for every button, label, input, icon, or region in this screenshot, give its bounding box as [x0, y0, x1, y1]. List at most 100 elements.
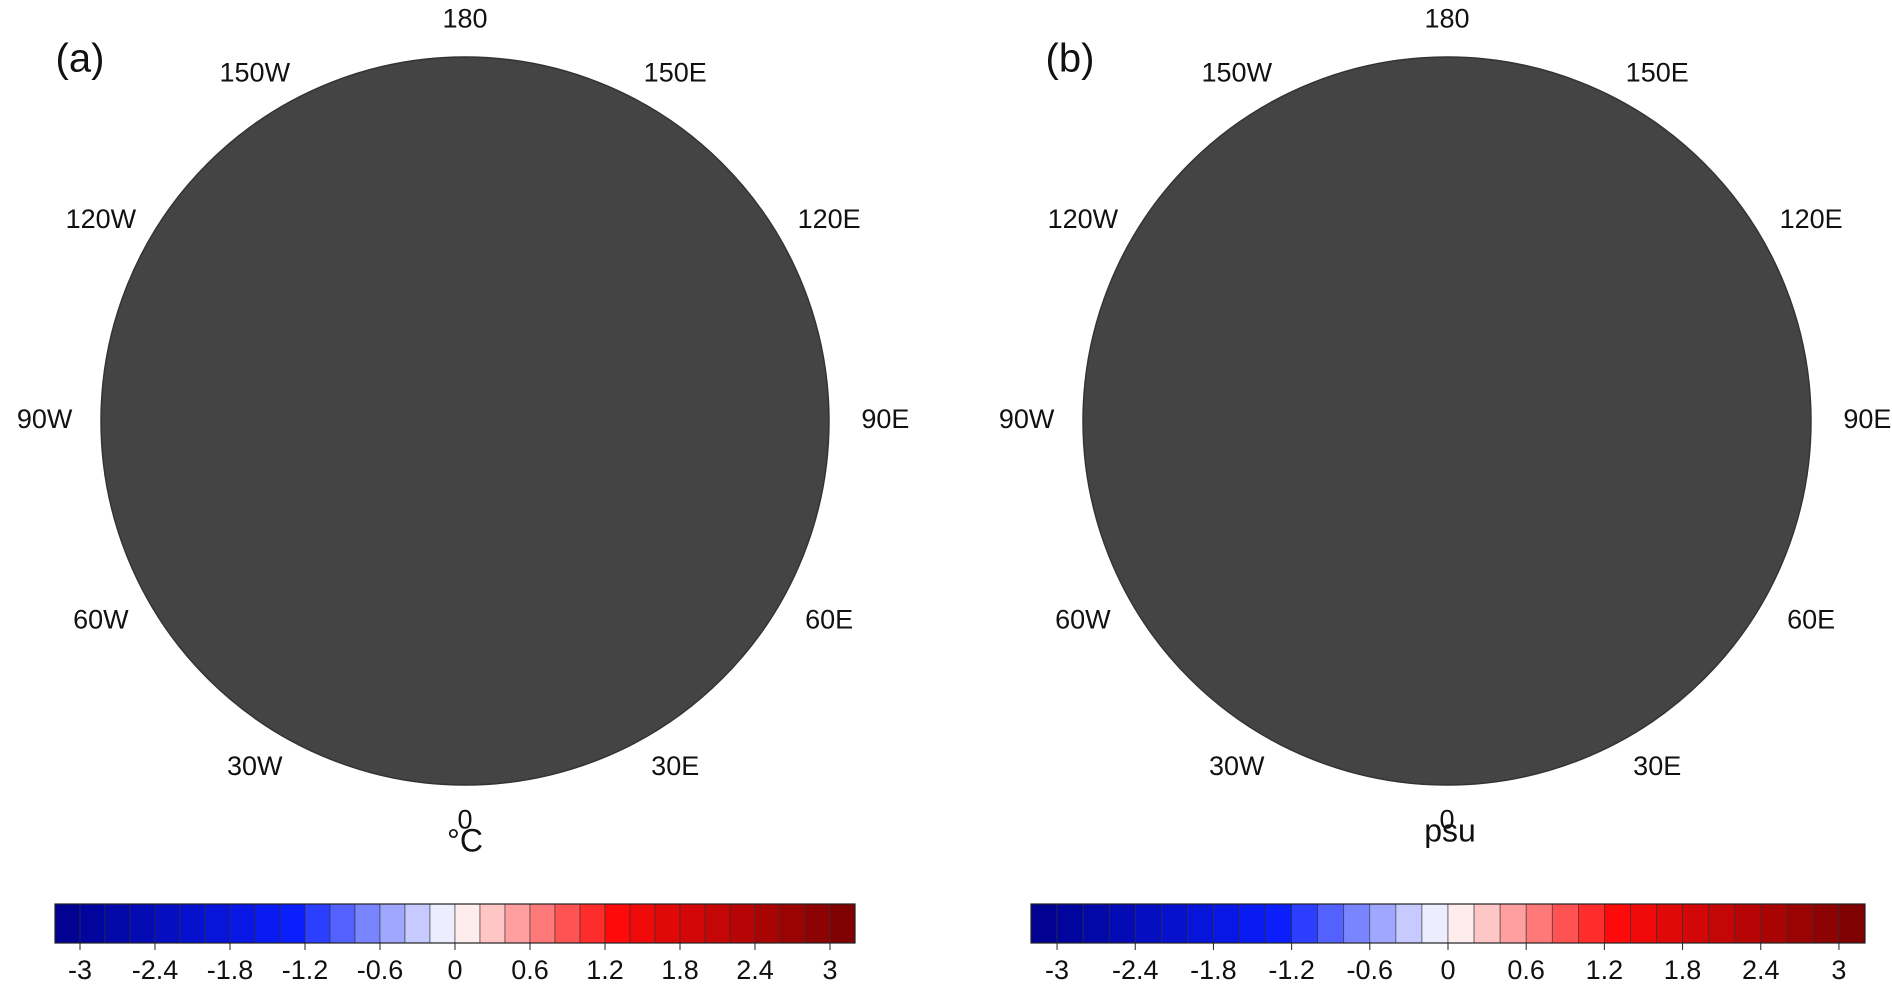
colorbar-box [1682, 903, 1709, 944]
colorbar-tick-label: -1.2 [282, 955, 329, 985]
colorbar-box [1030, 903, 1058, 944]
longitude-label: 150W [220, 57, 291, 87]
graticule [101, 57, 829, 785]
longitude-label: 30E [651, 751, 699, 781]
unit-label: psu [1424, 812, 1476, 848]
colorbar-tick-label: 0 [447, 955, 462, 985]
colorbar-box [504, 903, 531, 944]
colorbar-box [129, 903, 156, 944]
map-b [1082, 56, 1812, 786]
colorbar-box [354, 903, 381, 944]
panel-label: (b) [1046, 37, 1095, 81]
colorbar-box [1499, 903, 1527, 944]
colorbar-box [1317, 903, 1345, 944]
longitude-label: 60W [73, 604, 129, 634]
colorbar-box [1656, 903, 1683, 944]
colorbar-tick-label: 1.2 [1586, 955, 1624, 985]
longitude-label: 90E [861, 404, 909, 434]
colorbar-box [1838, 903, 1866, 944]
colorbar-tick-label: 0 [1440, 955, 1455, 985]
colorbar-box [379, 903, 406, 944]
colorbar-box [829, 903, 856, 944]
colorbar-box [154, 903, 181, 944]
colorbar-box [1734, 903, 1762, 944]
colorbar-tick-label: 0.6 [1507, 955, 1545, 985]
colorbar-box [204, 903, 231, 944]
colorbar-box [1812, 903, 1840, 944]
colorbar-box [1447, 903, 1475, 944]
colorbar-tick-label: 0.6 [511, 955, 549, 985]
colorbar-tick-label: 1.2 [586, 955, 624, 985]
colorbar-tick-label: -0.6 [1347, 955, 1394, 985]
longitude-label: 120W [1048, 204, 1119, 234]
colorbar-box [654, 903, 681, 944]
colorbar-tick-label: 2.4 [736, 955, 774, 985]
colorbar-box [1473, 903, 1501, 944]
colorbar-box [429, 903, 456, 944]
colorbar-box [1395, 903, 1423, 944]
colorbar-box [1082, 903, 1110, 944]
map-a [100, 56, 830, 786]
colorbar-box [729, 903, 756, 944]
longitude-label: 120W [66, 204, 137, 234]
longitude-label: 60E [805, 604, 853, 634]
colorbar-box [1265, 903, 1292, 944]
colorbar-box [754, 903, 781, 944]
colorbar-box [679, 903, 706, 944]
longitude-label: 60E [1787, 604, 1835, 634]
colorbar-tick-label: -2.4 [132, 955, 179, 985]
longitude-label: 0 [1439, 805, 1454, 835]
colorbar-box [1525, 903, 1553, 944]
longitude-label: 150E [1626, 57, 1689, 87]
colorbar-box [1786, 903, 1814, 944]
colorbar-box [1187, 903, 1214, 944]
colorbar-tick-label: -1.8 [207, 955, 254, 985]
colorbar-box [579, 903, 606, 944]
colorbar-box [479, 903, 506, 944]
colorbar-box [1108, 903, 1136, 944]
longitude-label: 30W [1209, 751, 1265, 781]
colorbar-box [604, 903, 631, 944]
panel-label: (a) [56, 37, 105, 81]
colorbar-tick-label: 2.4 [1742, 955, 1780, 985]
colorbar-box [1161, 903, 1188, 944]
longitude-label: 0 [457, 805, 472, 835]
longitude-label: 150W [1202, 57, 1273, 87]
colorbar-box [329, 903, 356, 944]
colorbar-tick-label: -3 [68, 955, 92, 985]
colorbar-box [1291, 903, 1318, 944]
colorbar-box [104, 903, 131, 944]
colorbar-tick-label: 1.8 [661, 955, 699, 985]
unit-label: °C [447, 822, 483, 858]
colorbar-box [1551, 903, 1579, 944]
colorbar-tick-label: -1.8 [1190, 955, 1237, 985]
longitude-label: 30W [227, 751, 283, 781]
colorbar-box [1369, 903, 1397, 944]
colorbar-tick-label: 1.8 [1664, 955, 1702, 985]
longitude-label: 180 [442, 4, 487, 34]
colorbar-tick-label: 3 [1831, 955, 1846, 985]
longitude-label: 120E [1780, 204, 1843, 234]
colorbar-box [54, 903, 81, 944]
colorbar-box [1760, 903, 1788, 944]
colorbar-box [704, 903, 731, 944]
colorbar-box [1604, 903, 1631, 944]
colorbar-box [79, 903, 106, 944]
colorbar-box [529, 903, 556, 944]
colorbar-tick-label: -0.6 [357, 955, 404, 985]
longitude-label: 60W [1055, 604, 1111, 634]
graticule [1083, 57, 1811, 785]
longitude-label: 150E [644, 57, 707, 87]
colorbar-tick-label: -3 [1045, 955, 1069, 985]
colorbar-tick-label: -2.4 [1112, 955, 1159, 985]
colorbar-box [404, 903, 431, 944]
colorbar-box [554, 903, 581, 944]
colorbar-box [454, 903, 481, 944]
longitude-label: 30E [1633, 751, 1681, 781]
colorbar-box [1213, 903, 1240, 944]
map-border [1082, 56, 1812, 786]
colorbar-box [279, 903, 306, 944]
colorbar-box [1708, 903, 1735, 944]
longitude-label: 180 [1424, 4, 1469, 34]
